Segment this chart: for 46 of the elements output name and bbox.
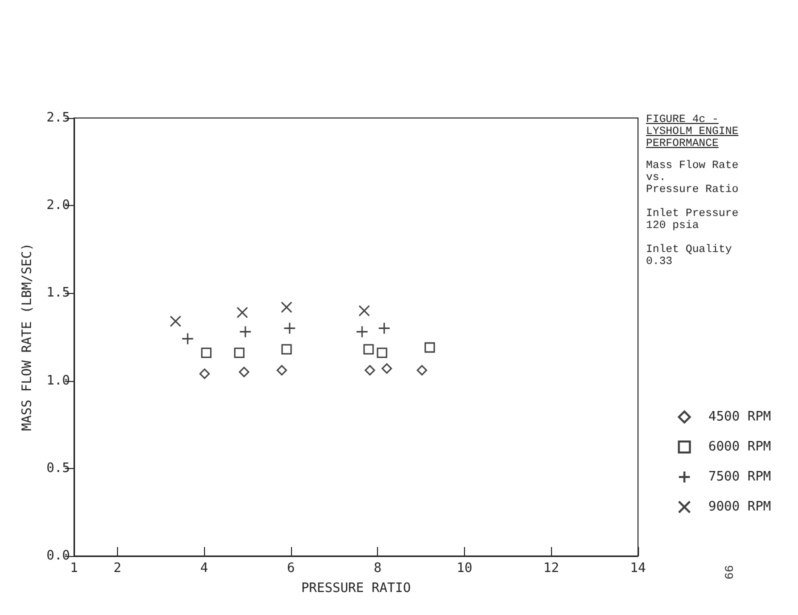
point — [376, 348, 388, 358]
point — [199, 368, 210, 379]
y-tick-label: 2.5 — [46, 110, 70, 126]
point — [364, 365, 376, 376]
text: Inlet Pressure 120 psia — [646, 208, 740, 232]
point — [416, 365, 428, 376]
x-tick-label: 6 — [287, 561, 295, 576]
point — [238, 366, 250, 378]
point — [378, 322, 390, 334]
text: Inlet Quality 0.33 — [646, 244, 733, 268]
point — [281, 344, 292, 354]
point — [356, 326, 368, 338]
legend-label: 6000 RPM — [708, 440, 772, 454]
text: 99 — [721, 565, 735, 580]
y-axis-title: MASS FLOW RATE (LBM/SEC) — [20, 243, 35, 431]
y-tick-label: 1.5 — [46, 286, 70, 301]
point — [276, 365, 288, 376]
y-tick-label: 0.5 — [46, 460, 70, 476]
x-tick-label: 4 — [200, 561, 208, 576]
point — [201, 348, 212, 358]
point — [283, 322, 296, 334]
point — [181, 332, 194, 345]
point — [424, 342, 435, 353]
point — [234, 348, 244, 358]
y-tick-label: 0.0 — [46, 548, 70, 564]
x-tick-label: 8 — [374, 561, 382, 576]
x-tick-label: 12 — [543, 561, 560, 576]
point — [280, 302, 292, 313]
x-tick-label: 1 — [70, 561, 78, 576]
text: FIGURE 4c - LYSHOLM ENGINE PERFORMANCE — [646, 114, 740, 150]
text: Mass Flow Rate vs. Pressure Ratio — [646, 160, 740, 196]
x-tick-label: 2 — [113, 561, 122, 576]
x-tick-label: 14 — [630, 561, 646, 576]
point — [170, 316, 182, 327]
x-axis-title: PRESSURE RATIO — [301, 581, 411, 596]
y-tick-label: 1.0 — [46, 373, 70, 388]
legend-label: 4500 RPM — [708, 410, 772, 424]
x-tick-label: 10 — [456, 561, 472, 576]
point — [358, 305, 370, 316]
point — [239, 326, 252, 338]
point — [236, 306, 248, 318]
legend-label: 7500 RPM — [708, 470, 772, 484]
y-tick-label: 2.0 — [46, 198, 70, 214]
point — [382, 363, 392, 374]
point — [363, 344, 374, 354]
legend-label: 9000 RPM — [708, 500, 772, 514]
